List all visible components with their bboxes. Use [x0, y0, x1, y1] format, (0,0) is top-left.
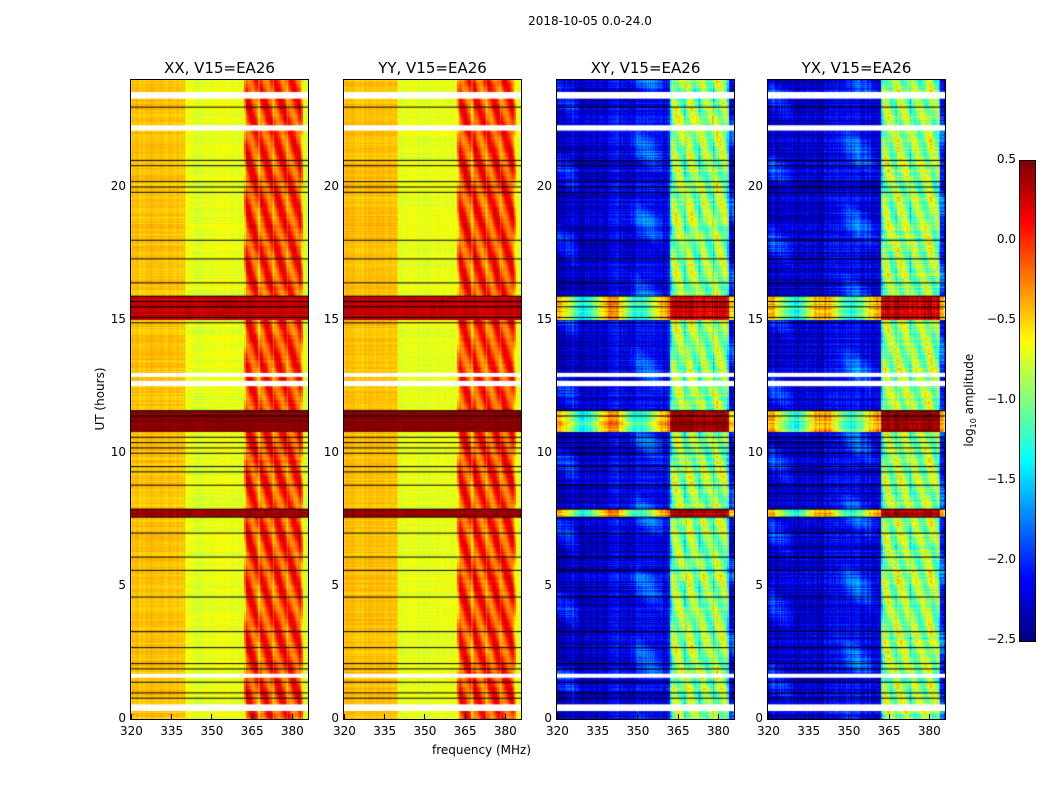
colorbar-tick-label: −1.5	[986, 472, 1016, 486]
y-tick-label: 20	[747, 178, 763, 193]
x-tick-mark	[131, 714, 132, 719]
x-tick-mark	[808, 714, 810, 719]
colorbar-tick-label: −0.5	[986, 312, 1016, 326]
x-tick-mark	[344, 714, 345, 719]
x-tick-label: 335	[586, 724, 610, 738]
y-tick-label: 10	[323, 444, 339, 459]
x-tick-mark	[171, 714, 173, 719]
x-tick-mark	[384, 714, 386, 719]
y-tick-label: 0	[544, 711, 552, 725]
y-tick-label: 15	[536, 311, 552, 326]
heatmap-panel-xy	[556, 79, 735, 720]
x-tick-mark	[504, 714, 506, 719]
panel-title: YY, V15=EA26	[378, 59, 487, 77]
panel-title: XY, V15=EA26	[590, 59, 701, 77]
x-tick-mark	[557, 714, 558, 719]
x-tick-mark	[677, 714, 679, 719]
x-tick-mark	[928, 714, 930, 719]
x-tick-mark	[768, 714, 769, 719]
x-tick-label: 350	[626, 724, 650, 738]
y-tick-label: 20	[536, 178, 552, 193]
x-tick-label: 380	[706, 724, 730, 738]
y-axis-label: UT (hours)	[93, 367, 107, 431]
y-tick-label: 20	[323, 178, 339, 193]
figure-title: 2018-10-05 0.0-24.0	[528, 14, 652, 28]
x-tick-label: 350	[837, 724, 861, 738]
x-tick-label: 350	[413, 724, 437, 738]
x-tick-label: 380	[917, 724, 941, 738]
x-tick-label: 350	[200, 724, 224, 738]
x-tick-label: 320	[333, 724, 356, 738]
x-tick-label: 380	[493, 724, 517, 738]
x-tick-label: 365	[666, 724, 690, 738]
y-tick-label: 5	[544, 577, 552, 592]
x-axis-label: frequency (MHz)	[432, 743, 532, 757]
y-tick-label: 5	[118, 577, 126, 592]
colorbar-tick-label: −1.0	[986, 392, 1016, 406]
x-tick-mark	[424, 714, 426, 719]
y-tick-label: 15	[110, 311, 126, 326]
colorbar-tick-label: 0.0	[996, 232, 1016, 246]
x-tick-mark	[637, 714, 639, 719]
x-tick-mark	[251, 714, 253, 719]
x-tick-mark	[848, 714, 850, 719]
colorbar-tick-label: 0.5	[996, 152, 1016, 166]
panel-title: YX, V15=EA26	[801, 59, 912, 77]
colorbar	[1019, 160, 1036, 642]
y-tick-label: 0	[331, 711, 339, 725]
x-tick-label: 380	[280, 724, 304, 738]
x-tick-mark	[717, 714, 719, 719]
x-tick-label: 335	[373, 724, 397, 738]
y-tick-label: 10	[110, 444, 126, 459]
x-tick-mark	[291, 714, 293, 719]
heatmap-panel-xx	[130, 79, 309, 720]
x-tick-label: 320	[546, 724, 569, 738]
y-tick-label: 5	[755, 577, 763, 592]
x-tick-mark	[464, 714, 466, 719]
heatmap-panel-yy	[343, 79, 522, 720]
x-tick-mark	[211, 714, 213, 719]
y-tick-label: 10	[536, 444, 552, 459]
x-tick-label: 320	[757, 724, 780, 738]
x-tick-mark	[888, 714, 890, 719]
y-tick-label: 15	[323, 311, 339, 326]
heatmap-panel-yx	[767, 79, 946, 720]
x-tick-label: 365	[453, 724, 477, 738]
x-tick-label: 365	[240, 724, 264, 738]
y-tick-label: 5	[331, 577, 339, 592]
x-tick-mark	[597, 714, 599, 719]
x-tick-label: 365	[877, 724, 901, 738]
y-tick-label: 20	[110, 178, 126, 193]
y-tick-label: 0	[118, 711, 126, 725]
x-tick-label: 335	[797, 724, 821, 738]
x-tick-label: 335	[160, 724, 184, 738]
x-tick-label: 320	[120, 724, 143, 738]
panel-title: XX, V15=EA26	[164, 59, 275, 77]
y-tick-label: 10	[747, 444, 763, 459]
colorbar-tick-label: −2.5	[986, 632, 1016, 646]
y-tick-label: 0	[755, 711, 763, 725]
y-tick-label: 15	[747, 311, 763, 326]
colorbar-tick-label: −2.0	[986, 552, 1016, 566]
colorbar-label: log10 amplitude	[961, 353, 979, 447]
